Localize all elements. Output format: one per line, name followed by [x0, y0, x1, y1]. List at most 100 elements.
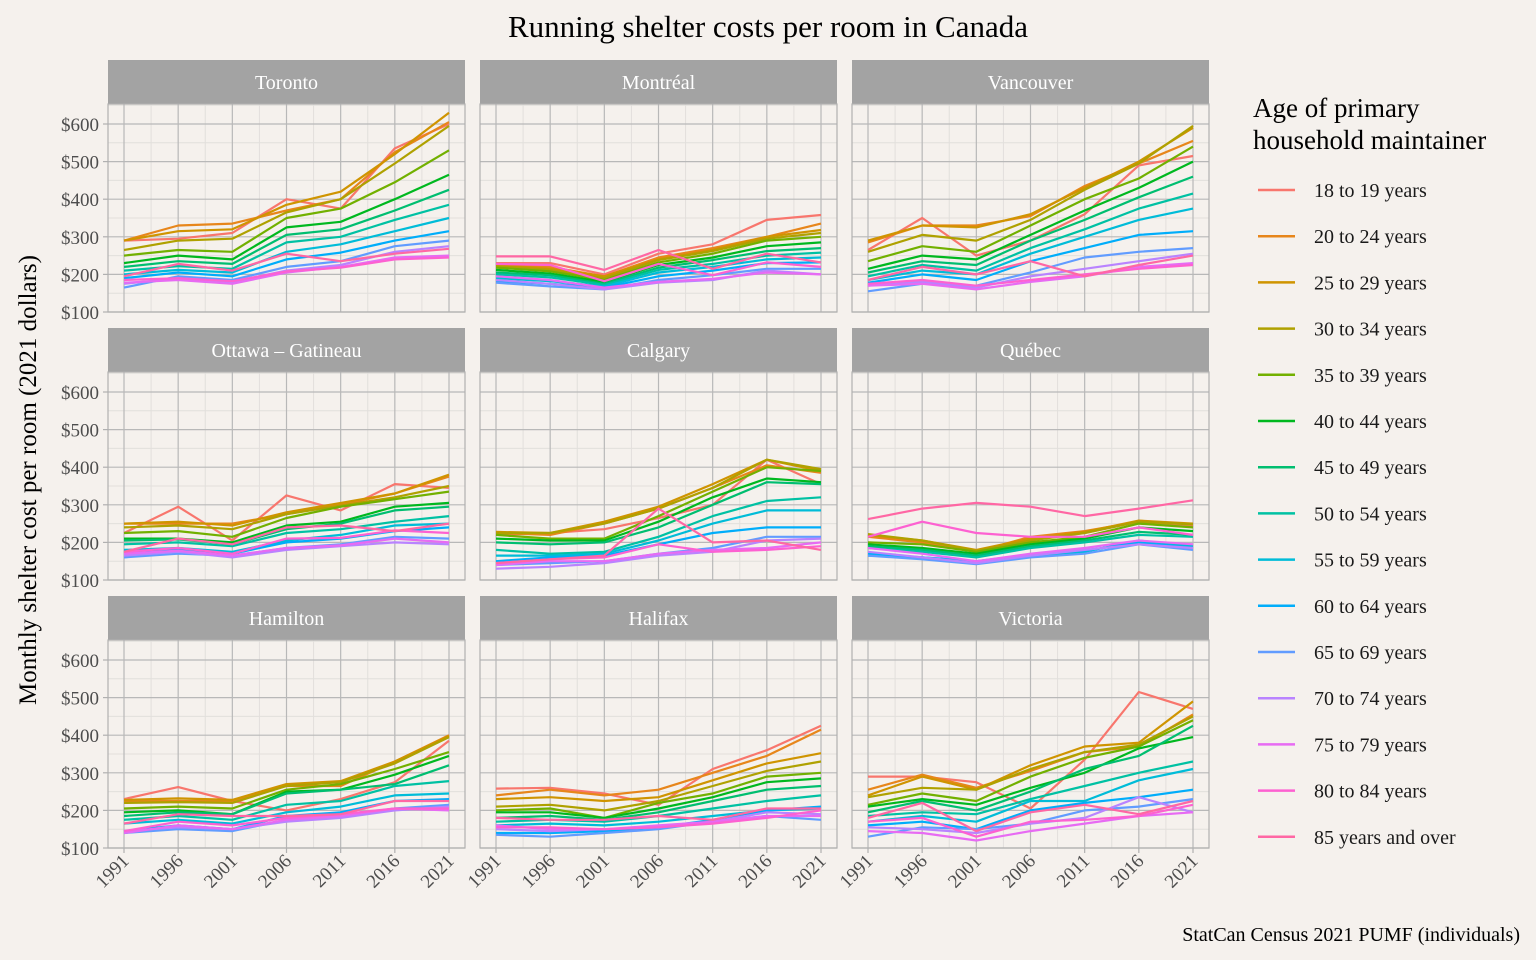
- panel-border: [479, 103, 838, 313]
- series-line: [867, 700, 1194, 797]
- y-tick-label: $600: [61, 651, 99, 672]
- facet-strip-label: Toronto: [255, 72, 318, 94]
- series-line: [123, 173, 450, 265]
- y-tick-label: $200: [61, 533, 99, 554]
- facet-strip-label: Victoria: [998, 608, 1062, 630]
- series-line: [495, 724, 822, 806]
- chart-title: Running shelter costs per room in Canada: [508, 9, 1028, 44]
- legend-label: 20 to 24 years: [1314, 226, 1427, 248]
- series-line: [867, 724, 1194, 814]
- series-line: [867, 796, 1194, 835]
- facet-panels: Toronto $100 $200 $300 $400 $500 $600 Montréal V…: [61, 60, 1210, 892]
- series-line: [867, 520, 1194, 538]
- series-line: [495, 235, 822, 282]
- series-line: [867, 522, 1194, 553]
- series-line: [496, 809, 822, 831]
- y-tick-label: $400: [61, 726, 99, 747]
- legend-label: 55 to 59 years: [1314, 550, 1427, 572]
- series-line: [495, 752, 822, 803]
- series-line: [123, 764, 450, 818]
- y-tick-label: $600: [61, 115, 99, 136]
- series-line: [495, 541, 822, 567]
- facet-panel: Vancouver: [851, 60, 1210, 313]
- series-line: [867, 520, 1194, 552]
- series-line: [867, 263, 1194, 287]
- legend-label: 60 to 64 years: [1314, 596, 1427, 618]
- series-line: [867, 145, 1194, 263]
- series-line: [496, 213, 822, 276]
- series-line: [123, 111, 450, 242]
- series-line: [123, 751, 450, 810]
- panel-border: [851, 371, 1210, 581]
- series-line: [867, 736, 1194, 808]
- panel-series: [867, 124, 1194, 293]
- facet-strip-label: Vancouver: [988, 72, 1074, 94]
- series-line: [495, 251, 822, 286]
- series-line: [867, 760, 1194, 818]
- legend-label: 85 years and over: [1314, 827, 1456, 849]
- y-tick-label: $300: [61, 228, 99, 249]
- legend-title-line-1: Age of primary: [1253, 93, 1420, 123]
- facet-panel: Calgary: [479, 328, 838, 581]
- facet-panel: Montréal: [479, 60, 838, 313]
- legend-label: 70 to 74 years: [1314, 688, 1427, 710]
- series-line: [496, 509, 821, 557]
- legend-label: 75 to 79 years: [1314, 734, 1427, 756]
- series-line: [867, 499, 1194, 521]
- facet-panel: Ottawa – Gatineau $100 $200 $300 $400 $500 $60…: [61, 328, 466, 592]
- facet-strip-label: Calgary: [627, 340, 690, 362]
- series-line: [123, 735, 450, 802]
- series-line: [123, 256, 450, 283]
- legend-title-line-2: household maintainer: [1253, 125, 1486, 155]
- series-line: [123, 754, 450, 816]
- series-line: [495, 466, 822, 540]
- series-line: [123, 799, 449, 825]
- legend-label: 65 to 69 years: [1314, 642, 1427, 664]
- series-line: [495, 247, 822, 285]
- y-tick-label: $100: [61, 839, 99, 860]
- panel-series: [123, 473, 450, 559]
- facet-strip-label: Ottawa – Gatineau: [212, 340, 362, 362]
- panel-border: [107, 103, 466, 313]
- series-line: [867, 715, 1194, 799]
- legend-label: 50 to 54 years: [1314, 503, 1427, 525]
- chart-caption: StatCan Census 2021 PUMF (individuals): [1182, 924, 1520, 946]
- legend-label: 80 to 84 years: [1314, 781, 1427, 803]
- facet-strip: [480, 596, 837, 640]
- series-line: [867, 207, 1194, 282]
- series-line: [123, 149, 450, 257]
- y-tick-label: $300: [61, 764, 99, 785]
- series-line: [123, 537, 450, 557]
- series-line: [123, 216, 450, 276]
- y-tick-label: $200: [61, 265, 99, 286]
- series-line: [495, 496, 822, 555]
- series-line: [123, 230, 450, 280]
- series-line: [867, 530, 1194, 557]
- y-tick-label: $300: [61, 496, 99, 517]
- series-line: [495, 256, 822, 288]
- series-line: [867, 254, 1194, 282]
- series-line: [123, 736, 450, 805]
- series-line: [867, 124, 1194, 253]
- series-line: [495, 807, 821, 821]
- legend-label: 35 to 39 years: [1314, 365, 1427, 387]
- series-line: [867, 719, 1194, 806]
- series-line: [496, 248, 822, 271]
- series-line: [495, 481, 822, 546]
- series-line: [123, 780, 450, 821]
- series-line: [123, 484, 450, 531]
- series-line: [867, 767, 1194, 823]
- facet-strip-label: Québec: [1000, 340, 1061, 362]
- facet-strip: [480, 60, 837, 104]
- series-line: [867, 539, 1194, 563]
- series-line: [123, 522, 450, 553]
- facet-strip-label: Montréal: [622, 72, 696, 94]
- panel-series: [867, 499, 1194, 566]
- series-line: [495, 477, 822, 542]
- series-line: [495, 271, 822, 289]
- series-line: [867, 533, 1194, 559]
- panel-series: [123, 734, 450, 835]
- panel-border: [107, 371, 466, 581]
